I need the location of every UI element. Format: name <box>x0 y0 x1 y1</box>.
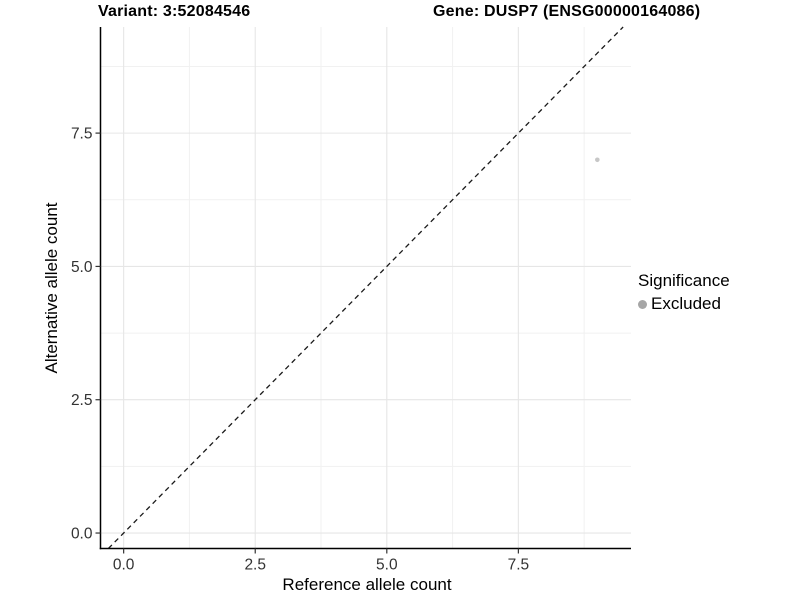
y-axis-title: Alternative allele count <box>42 202 61 374</box>
legend-entry-label: Excluded <box>651 294 721 313</box>
y-tick-label: 0.0 <box>71 526 93 543</box>
y-tick-label: 5.0 <box>71 259 93 276</box>
x-tick-label: 0.0 <box>113 557 135 574</box>
y-tick-label: 7.5 <box>71 126 93 143</box>
legend-point-icon <box>638 299 647 309</box>
legend-entry: Excluded <box>638 294 730 314</box>
x-tick-label: 2.5 <box>244 557 266 574</box>
data-point <box>595 157 600 163</box>
identity-line <box>107 26 624 549</box>
x-axis-title: Reference allele count <box>282 575 452 594</box>
x-tick-label: 5.0 <box>376 557 398 574</box>
plot-title-gene: Gene: DUSP7 (ENSG00000164086) <box>433 3 701 20</box>
legend: Significance Excluded <box>638 271 730 314</box>
plot-title-variant: Variant: 3:52084546 <box>98 3 251 20</box>
legend-title: Significance <box>638 271 730 290</box>
y-tick-label: 2.5 <box>71 392 93 409</box>
x-tick-label: 7.5 <box>508 557 530 574</box>
